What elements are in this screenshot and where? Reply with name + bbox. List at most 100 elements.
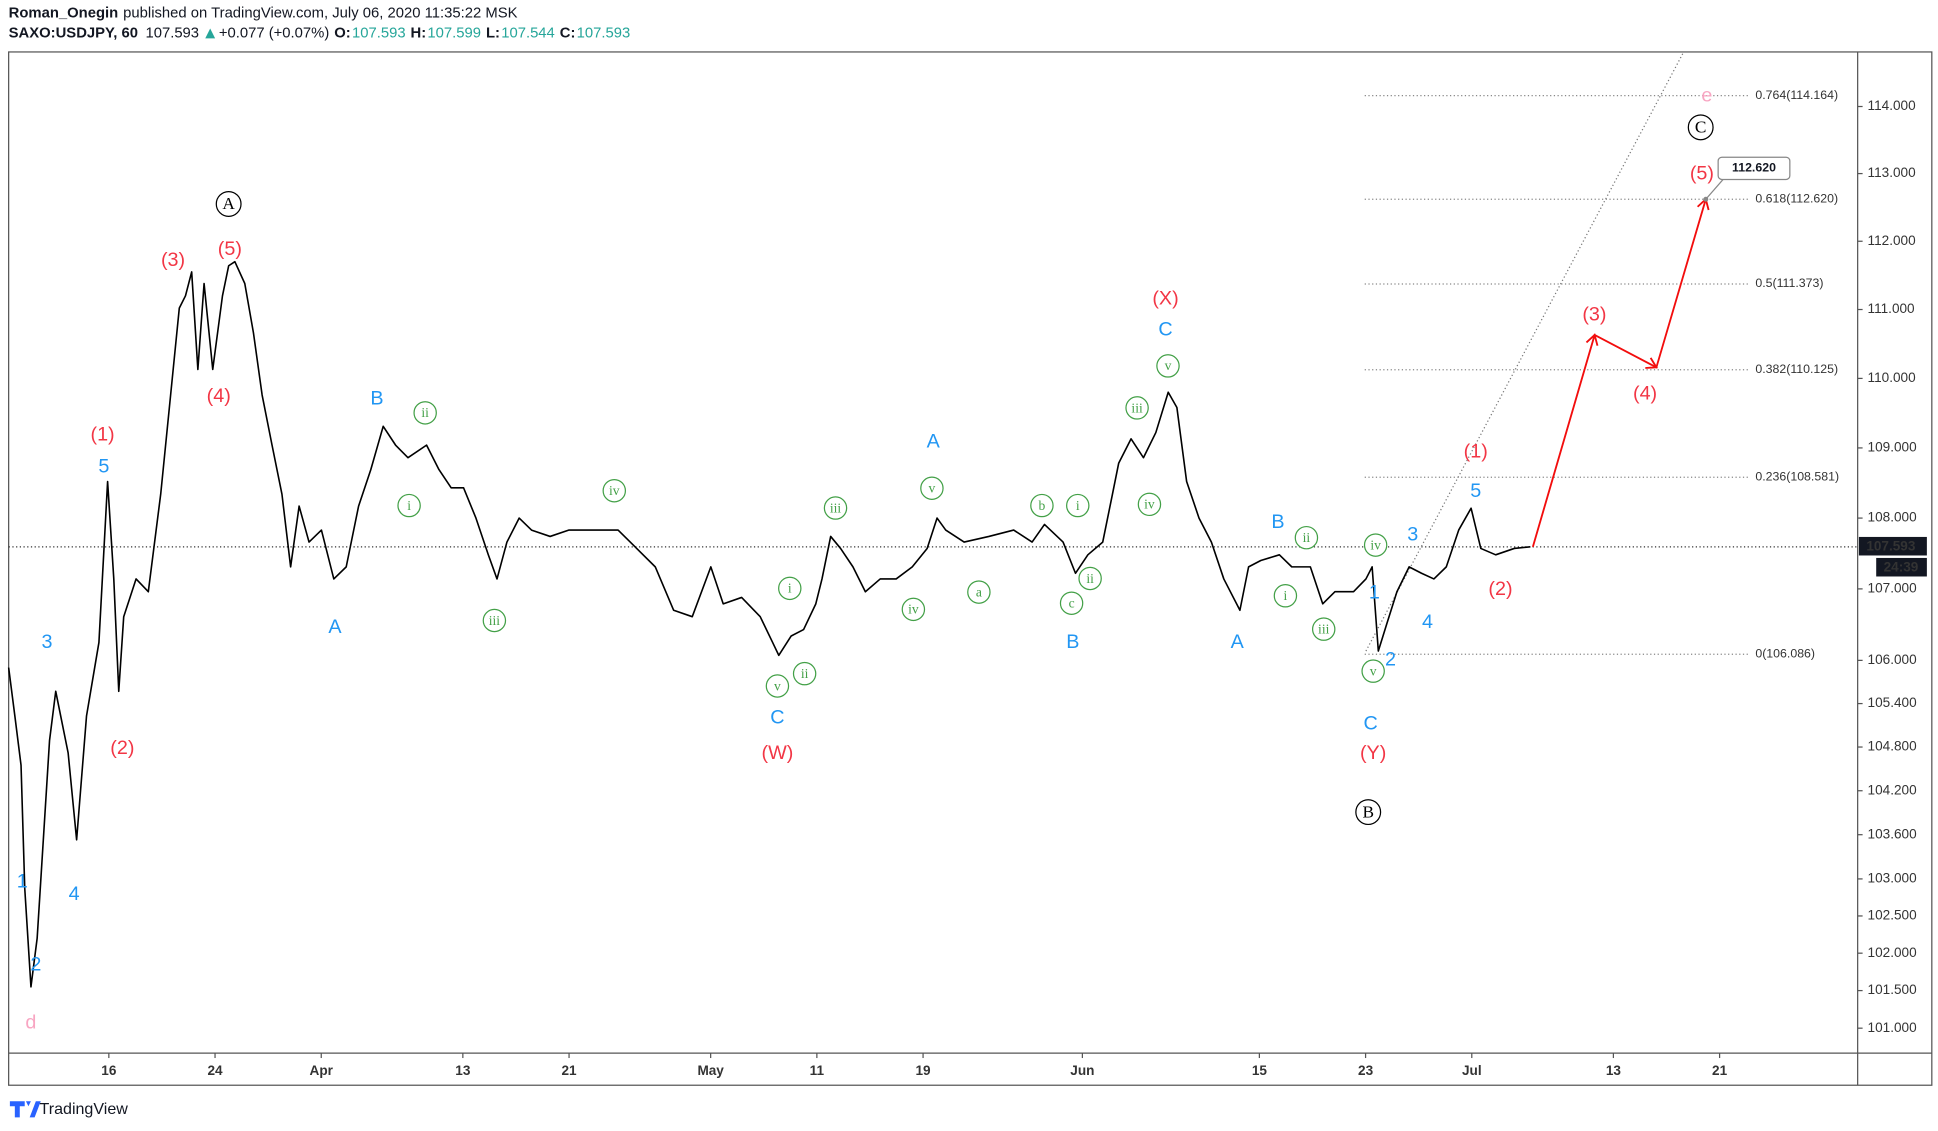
y-tick-label: 109.000 <box>1868 440 1918 455</box>
wave-circle <box>1078 566 1102 591</box>
fib-label: 0.236(108.581) <box>1755 470 1839 484</box>
price-line <box>7 260 1531 988</box>
wave-circle <box>215 191 242 217</box>
wave-label: (X) <box>1152 287 1178 309</box>
x-tick-label: 16 <box>101 1063 117 1078</box>
x-tick-label: 23 <box>1358 1063 1374 1078</box>
wave-label: (W) <box>762 742 794 764</box>
wave-circle <box>792 661 817 686</box>
change-icon <box>205 28 216 39</box>
wave-circle <box>823 496 848 520</box>
wave-label: A <box>328 616 342 638</box>
wave-circle <box>1273 584 1298 608</box>
wave-label: B <box>1271 511 1284 533</box>
header-text: 107.593 <box>145 25 199 41</box>
last-price-label: 107.593 <box>1866 538 1916 553</box>
wave-circle <box>765 674 790 698</box>
wave-circle <box>1311 617 1336 641</box>
wave-label: ii <box>1303 530 1311 545</box>
y-tick-label: 105.400 <box>1868 695 1918 710</box>
wave-label: 2 <box>1385 648 1396 670</box>
wave-label: 5 <box>1470 480 1481 502</box>
wave-circle <box>1156 354 1180 378</box>
x-tick-label: 11 <box>810 1063 825 1078</box>
wave-label: 5 <box>98 455 109 477</box>
wave-label: iv <box>1144 497 1155 512</box>
wave-label: 1 <box>17 871 28 893</box>
wave-label: C <box>770 706 784 728</box>
y-tick-label: 101.000 <box>1868 1020 1918 1035</box>
wave-circle <box>1361 659 1385 683</box>
y-tick-label: 102.500 <box>1868 908 1918 923</box>
wave-label: C <box>1158 318 1172 340</box>
header-text: H: <box>411 25 427 41</box>
target-box <box>1717 156 1791 181</box>
header-text: SAXO:USDJPY, 60 <box>9 25 138 41</box>
y-tick-label: 110.000 <box>1868 370 1917 385</box>
wave-circle <box>1066 493 1090 518</box>
wave-label: iii <box>1318 622 1330 637</box>
x-tick-label: Jun <box>1070 1063 1094 1078</box>
wave-label: e <box>1701 85 1712 107</box>
wave-circle <box>482 608 507 633</box>
chart-frame <box>8 51 1933 1086</box>
wave-circle <box>1363 533 1388 557</box>
wave-label: (2) <box>110 737 134 759</box>
wave-label: v <box>774 678 781 693</box>
wave-label: i <box>788 581 792 596</box>
wave-circle <box>778 576 802 601</box>
wave-label: (5) <box>218 238 242 260</box>
wave-label: B <box>1362 802 1374 821</box>
footer-brand: TradingView <box>40 1100 129 1118</box>
x-tick-label: 21 <box>1712 1063 1728 1078</box>
wave-label: i <box>407 498 411 513</box>
y-tick-label: 104.200 <box>1868 782 1918 797</box>
footer-logo <box>9 1101 41 1118</box>
fib-label: 0.5(111.373) <box>1755 276 1823 290</box>
logo-icon <box>9 1101 41 1118</box>
y-tick-label: 101.500 <box>1868 982 1918 997</box>
wave-label: iv <box>908 602 919 617</box>
wave-circle <box>1294 525 1319 550</box>
wave-label: (1) <box>1464 441 1488 463</box>
wave-label: C <box>1695 118 1707 137</box>
wave-label: (Y) <box>1360 742 1386 764</box>
wave-label: 3 <box>1407 523 1418 545</box>
wave-label: i <box>1076 498 1080 513</box>
y-tick-label: 111.000 <box>1868 301 1916 316</box>
wave-circle <box>920 476 944 500</box>
forecast-arrowhead <box>1645 357 1659 369</box>
x-tick-label: 13 <box>455 1063 471 1078</box>
wave-label: 2 <box>30 954 41 976</box>
wave-label: iii <box>489 613 501 628</box>
wave-label: 1 <box>1369 582 1380 604</box>
wave-label: 4 <box>1422 611 1433 633</box>
wave-circle <box>1355 799 1382 826</box>
wave-circle <box>397 493 421 518</box>
wave-label: v <box>1165 358 1172 373</box>
wave-label: B <box>1066 631 1079 653</box>
wave-label: iii <box>830 500 842 515</box>
wave-label: (2) <box>1488 578 1512 600</box>
last-price-badge <box>1858 536 1927 556</box>
wave-label: b <box>1039 498 1046 513</box>
wave-circle <box>901 597 926 622</box>
wave-label: A <box>1231 631 1245 653</box>
header-text: 107.593 <box>577 25 631 41</box>
header-text: +0.077 (+0.07%) <box>219 25 330 41</box>
header-text: L: <box>486 25 500 41</box>
header-text: C: <box>560 25 576 41</box>
x-tick-label: Apr <box>310 1063 334 1078</box>
countdown-label: 24:39 <box>1884 559 1919 574</box>
wave-label: (3) <box>161 249 185 271</box>
y-tick-label: 112.000 <box>1868 233 1917 248</box>
wave-label: 3 <box>41 631 52 653</box>
y-tick-label: 108.000 <box>1868 510 1918 525</box>
wave-circle <box>1137 492 1162 517</box>
wave-label: (3) <box>1582 303 1606 325</box>
y-tick-label: 107.000 <box>1868 580 1918 595</box>
header-text: 107.593 <box>352 25 406 41</box>
wave-label: v <box>929 481 936 496</box>
